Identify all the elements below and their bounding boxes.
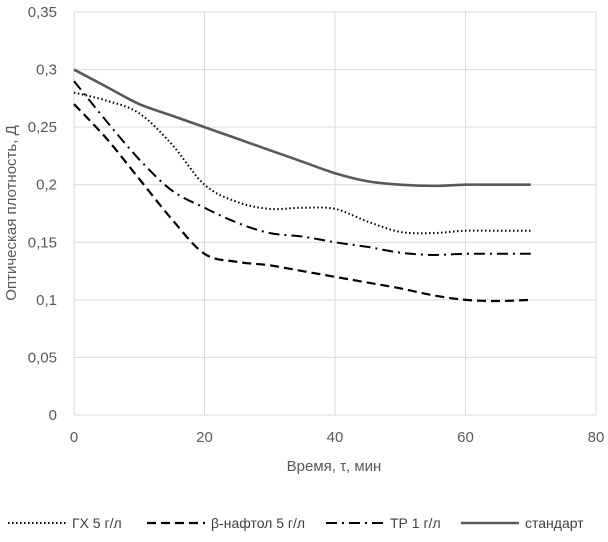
y-tick-label: 0,3 — [36, 62, 57, 79]
y-axis-title: Оптическая плотность, Д — [3, 125, 20, 300]
y-tick-label: 0 — [49, 407, 57, 424]
legend-label-0: ГХ 5 г/л — [72, 515, 122, 531]
tick-labels: 0 0,05 0,1 0,15 0,2 0,25 0,3 0,35 0 20 40 60 80 — [28, 4, 605, 446]
legend-label-3: стандарт — [525, 515, 584, 531]
y-tick-label: 0,2 — [36, 177, 57, 194]
y-tick-label: 0,25 — [28, 119, 57, 136]
x-tick-label: 60 — [457, 429, 474, 446]
grid — [73, 11, 597, 416]
y-tick-label: 0,1 — [36, 292, 57, 309]
legend: ГХ 5 г/л β-нафтол 5 г/л ТР 1 г/л стандарт — [8, 515, 584, 531]
legend-label-2: ТР 1 г/л — [390, 515, 441, 531]
legend-label-1: β-нафтол 5 г/л — [211, 515, 305, 531]
x-axis-title: Время, τ, мин — [287, 458, 382, 475]
series-line-2 — [73, 80, 531, 256]
x-tick-label: 80 — [588, 429, 605, 446]
y-tick-label: 0,15 — [28, 234, 57, 251]
series-line-3 — [73, 68, 531, 188]
series-line-0 — [73, 91, 531, 235]
y-tick-label: 0,35 — [28, 4, 57, 21]
series-layer — [73, 68, 531, 303]
x-tick-label: 0 — [70, 429, 78, 446]
y-tick-label: 0,05 — [28, 349, 57, 366]
x-tick-label: 20 — [196, 429, 213, 446]
series-line-1 — [73, 103, 531, 303]
x-tick-label: 40 — [327, 429, 344, 446]
